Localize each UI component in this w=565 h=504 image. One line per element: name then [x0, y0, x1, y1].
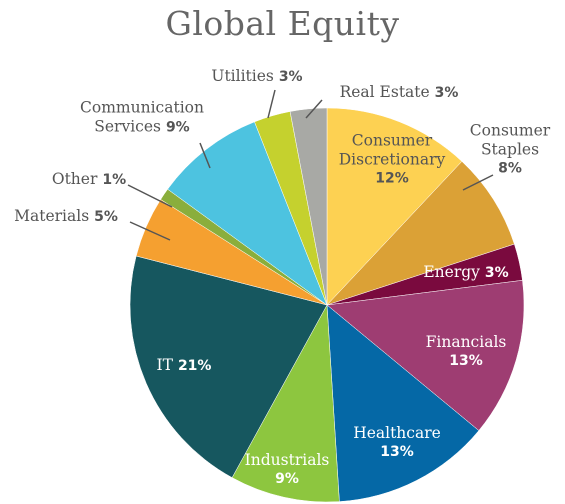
category-name: Utilities	[211, 67, 274, 85]
leader-line	[305, 99, 323, 119]
category-name: Other	[51, 170, 98, 188]
pie-slice	[231, 304, 340, 503]
slice-label: Consumer Discretionary 12%	[332, 132, 452, 189]
category-name: Healthcare	[353, 424, 441, 442]
slice-label: IT 21%	[129, 356, 239, 376]
pie-slice	[326, 280, 525, 431]
category-name: IT	[156, 356, 173, 374]
leader-line	[127, 184, 173, 208]
value-label: 1%	[102, 172, 127, 188]
category-name: Materials	[14, 207, 90, 225]
pie-slice	[167, 121, 328, 306]
category-name: Energy	[423, 263, 480, 281]
slice-label: Materials 5%	[6, 207, 126, 227]
pie-slice	[129, 255, 328, 478]
category-name: Communication Services	[80, 98, 204, 136]
value-label: 9%	[275, 471, 299, 487]
pie-slice	[326, 107, 463, 306]
category-name: Consumer Staples	[469, 121, 551, 159]
chart-title: Global Equity	[165, 4, 400, 43]
value-label: 3%	[484, 265, 509, 281]
leader-line	[129, 221, 171, 241]
value-label: 12%	[375, 170, 409, 187]
value-label: 3%	[278, 69, 303, 85]
value-label: 13%	[449, 353, 483, 369]
leader-line	[267, 89, 276, 119]
slice-label: Utilities 3%	[202, 67, 312, 87]
value-label: 8%	[498, 160, 522, 177]
slice-label: Financials 13%	[411, 333, 521, 371]
value-label: 21%	[177, 358, 212, 374]
slice-label: Consumer Staples 8%	[465, 122, 555, 179]
leader-line	[199, 142, 211, 169]
category-name: Financials	[425, 333, 507, 351]
pie-slice	[326, 304, 480, 502]
slice-label: Communication Services 9%	[60, 99, 225, 138]
pie-slice	[326, 161, 515, 306]
slice-label: Real Estate 3%	[329, 83, 469, 103]
pie-slice	[289, 107, 328, 306]
category-name: Consumer Discretionary	[338, 131, 446, 169]
value-label: 9%	[165, 119, 190, 136]
leader-line	[462, 174, 494, 191]
slice-label: Other 1%	[44, 170, 134, 190]
category-name: Industrials	[244, 451, 330, 469]
slice-label: Industrials 9%	[232, 451, 342, 489]
value-label: 3%	[434, 85, 459, 101]
slice-label: Energy 3%	[401, 263, 531, 283]
slice-label: Healthcare 13%	[342, 424, 452, 462]
category-name: Real Estate	[339, 83, 430, 101]
value-label: 13%	[380, 444, 414, 460]
value-label: 5%	[94, 209, 118, 225]
